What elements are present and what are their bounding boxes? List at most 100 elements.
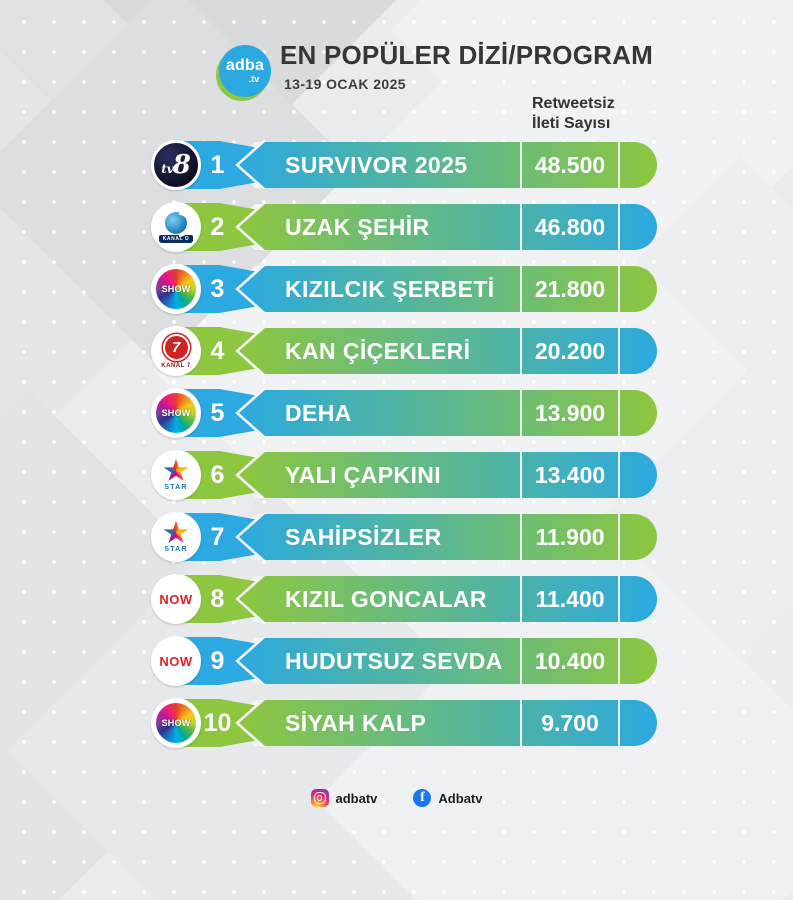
show-bar: SAHİPSİZLER 11.900 bbox=[239, 514, 657, 560]
ranking-list: tv 8 1 SURVIVOR 2025 48.500 KANAL D 2 UZA… bbox=[151, 139, 657, 759]
rank-label: 10 bbox=[203, 708, 232, 737]
show-value: 48.500 bbox=[534, 151, 606, 178]
show-bar: SİYAH KALP 9.700 bbox=[239, 700, 657, 746]
star-logo: STAR bbox=[151, 512, 201, 562]
show-name: KIZILCIK ŞERBETİ bbox=[285, 275, 495, 302]
show-value: 11.400 bbox=[535, 585, 605, 612]
bar-endcap bbox=[620, 328, 657, 374]
bar-endcap bbox=[620, 638, 657, 684]
bar-divider bbox=[520, 576, 522, 622]
bar-divider bbox=[618, 142, 620, 188]
facebook-icon: f bbox=[413, 789, 432, 807]
ranking-row: tv 8 1 SURVIVOR 2025 48.500 bbox=[151, 139, 657, 191]
rank-label: 9 bbox=[210, 646, 225, 675]
bar-divider bbox=[618, 700, 620, 746]
bar-divider bbox=[618, 576, 620, 622]
bar-endcap bbox=[620, 576, 657, 622]
show-bar-wrap: DEHA 13.900 bbox=[229, 390, 657, 436]
adbatv-logo: adba .tv bbox=[219, 45, 271, 97]
rank-label: 8 bbox=[210, 584, 225, 613]
show-value: 9.700 bbox=[541, 709, 599, 736]
show-name: KAN ÇİÇEKLERİ bbox=[285, 337, 471, 364]
show-name: SURVIVOR 2025 bbox=[285, 151, 468, 178]
bar-endcap bbox=[620, 390, 657, 436]
bar-endcap bbox=[620, 514, 657, 560]
ranking-row: SHOW 5 DEHA 13.900 bbox=[151, 387, 657, 439]
ranking-row: STAR 6 YALI ÇAPKINI 13.400 bbox=[151, 449, 657, 501]
rank-badge-group: SHOW 3 bbox=[151, 263, 255, 315]
facebook-handle-group: f Adbatv bbox=[413, 789, 482, 807]
instagram-handle: adbatv bbox=[335, 790, 378, 806]
bar-divider bbox=[520, 266, 522, 312]
rank-label: 2 bbox=[210, 212, 225, 241]
show-bar: KIZIL GONCALAR 11.400 bbox=[239, 576, 657, 622]
ranking-row: KANAL D 2 UZAK ŞEHİR 46.800 bbox=[151, 201, 657, 253]
show-value: 13.400 bbox=[534, 461, 606, 488]
rank-label: 1 bbox=[210, 150, 225, 179]
rank-badge-group: SHOW 10 bbox=[151, 697, 255, 749]
show-bar-wrap: YALI ÇAPKINI 13.400 bbox=[229, 452, 657, 498]
rank-label: 7 bbox=[210, 522, 225, 551]
show-name: KIZIL GONCALAR bbox=[285, 585, 487, 612]
bar-divider bbox=[520, 204, 522, 250]
bar-endcap bbox=[620, 204, 657, 250]
show-name: SAHİPSİZLER bbox=[285, 523, 442, 550]
ranking-row: SHOW 10 SİYAH KALP 9.700 bbox=[151, 697, 657, 749]
rank-badge-group: SHOW 5 bbox=[151, 387, 255, 439]
tv8-logo: tv 8 bbox=[151, 140, 201, 190]
facebook-handle: Adbatv bbox=[438, 790, 483, 806]
bar-divider bbox=[520, 390, 522, 436]
rank-badge-group: NOW 8 bbox=[151, 573, 255, 625]
show-name: HUDUTSUZ SEVDA bbox=[285, 647, 503, 674]
rank-badge-group: 7 KANAL 7 4 bbox=[151, 325, 255, 377]
show-value: 10.400 bbox=[534, 647, 606, 674]
value-column-header: Retweetsiz İleti Sayısı bbox=[532, 94, 615, 134]
ranking-row: NOW 9 HUDUTSUZ SEVDA 10.400 bbox=[151, 635, 657, 687]
ranking-row: SHOW 3 KIZILCIK ŞERBETİ 21.800 bbox=[151, 263, 657, 315]
rank-label: 6 bbox=[210, 460, 225, 489]
show-name: YALI ÇAPKINI bbox=[285, 461, 442, 488]
show-bar: HUDUTSUZ SEVDA 10.400 bbox=[239, 638, 657, 684]
show-name: DEHA bbox=[285, 399, 352, 426]
rank-label: 5 bbox=[210, 398, 225, 427]
show-bar-wrap: KIZIL GONCALAR 11.400 bbox=[229, 576, 657, 622]
rank-badge-group: STAR 7 bbox=[151, 511, 255, 563]
show-bar: YALI ÇAPKINI 13.400 bbox=[239, 452, 657, 498]
ranking-row: 7 KANAL 7 4 KAN ÇİÇEKLERİ 20.200 bbox=[151, 325, 657, 377]
bar-divider bbox=[618, 638, 620, 684]
show-name: UZAK ŞEHİR bbox=[285, 213, 430, 240]
footer: adbatv f Adbatv bbox=[0, 789, 793, 807]
bar-divider bbox=[618, 390, 620, 436]
now-logo: NOW bbox=[151, 574, 201, 624]
show-bar: KAN ÇİÇEKLERİ 20.200 bbox=[239, 328, 657, 374]
ranking-row: NOW 8 KIZIL GONCALAR 11.400 bbox=[151, 573, 657, 625]
date-range: 13-19 OCAK 2025 bbox=[284, 76, 406, 92]
rank-badge-group: STAR 6 bbox=[151, 449, 255, 501]
show-logo: SHOW bbox=[151, 698, 201, 748]
bar-divider bbox=[618, 328, 620, 374]
show-bar-wrap: SAHİPSİZLER 11.900 bbox=[229, 514, 657, 560]
bar-divider bbox=[520, 142, 522, 188]
show-bar-wrap: SURVIVOR 2025 48.500 bbox=[229, 142, 657, 188]
rank-badge-group: tv 8 1 bbox=[151, 139, 255, 191]
bar-divider bbox=[618, 266, 620, 312]
show-value: 20.200 bbox=[534, 337, 606, 364]
star-logo: STAR bbox=[151, 450, 201, 500]
adbatv-logo-tv: .tv bbox=[248, 74, 260, 84]
kanald-logo: KANAL D bbox=[151, 202, 201, 252]
show-bar-wrap: SİYAH KALP 9.700 bbox=[229, 700, 657, 746]
bar-divider bbox=[618, 204, 620, 250]
bar-divider bbox=[520, 452, 522, 498]
value-column-header-line1: Retweetsiz bbox=[532, 95, 615, 112]
instagram-icon bbox=[310, 789, 329, 807]
show-bar: UZAK ŞEHİR 46.800 bbox=[239, 204, 657, 250]
show-bar-wrap: KIZILCIK ŞERBETİ 21.800 bbox=[229, 266, 657, 312]
rank-badge-group: NOW 9 bbox=[151, 635, 255, 687]
rank-label: 3 bbox=[210, 274, 225, 303]
rank-label: 4 bbox=[210, 336, 225, 365]
value-column-header-line2: İleti Sayısı bbox=[532, 115, 611, 132]
bar-divider bbox=[520, 700, 522, 746]
show-value: 46.800 bbox=[534, 213, 606, 240]
show-bar: SURVIVOR 2025 48.500 bbox=[239, 142, 657, 188]
